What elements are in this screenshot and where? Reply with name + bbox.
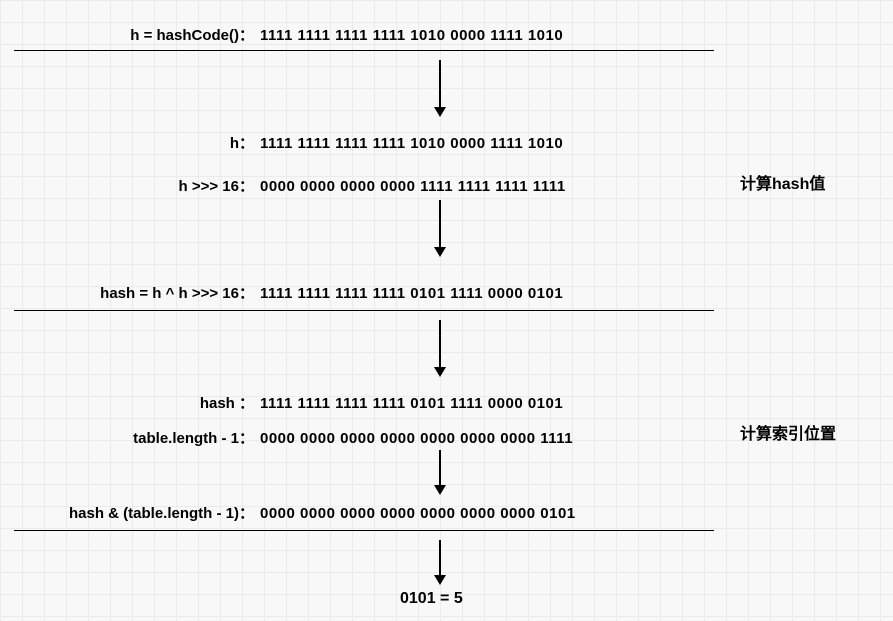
label-hshift: h >>> 16： (0, 175, 260, 196)
annotation-index-calc: 计算索引位置 (740, 420, 836, 444)
row-hshift: h >>> 16： 0000 0000 0000 0000 1111 1111 … (0, 175, 700, 196)
label-tablelen: table.length - 1： (0, 427, 260, 448)
row-hashcode: h = hashCode()： 1111 1111 1111 1111 1010… (0, 24, 700, 45)
label-hash-xor: hash = h ^ h >>> 16： (0, 282, 260, 303)
label-hash: hash ： (0, 392, 260, 413)
row-tablelen: table.length - 1： 0000 0000 0000 0000 00… (0, 427, 700, 448)
arrow-2 (430, 200, 450, 257)
row-h: h： 1111 1111 1111 1111 1010 0000 1111 10… (0, 132, 700, 153)
value-hshift: 0000 0000 0000 0000 1111 1111 1111 1111 (260, 178, 566, 195)
value-hashcode: 1111 1111 1111 1111 1010 0000 1111 1010 (260, 27, 563, 44)
arrow-4 (430, 450, 450, 495)
label-hash-and: hash & (table.length - 1)： (0, 502, 260, 523)
value-hash: 1111 1111 1111 1111 0101 1111 0000 0101 (260, 395, 563, 412)
arrow-3 (430, 320, 450, 377)
hr-3 (14, 530, 714, 531)
arrow-1 (430, 60, 450, 117)
value-h: 1111 1111 1111 1111 1010 0000 1111 1010 (260, 135, 563, 152)
hr-2 (14, 310, 714, 311)
result-text: 0101 = 5 (400, 590, 463, 608)
label-h: h： (0, 132, 260, 153)
value-hash-xor: 1111 1111 1111 1111 0101 1111 0000 0101 (260, 285, 563, 302)
label-hashcode: h = hashCode()： (0, 24, 260, 45)
row-hash: hash ： 1111 1111 1111 1111 0101 1111 000… (0, 392, 700, 413)
row-hash-and: hash & (table.length - 1)： 0000 0000 000… (0, 502, 700, 523)
hr-1 (14, 50, 714, 51)
arrow-5 (430, 540, 450, 585)
value-tablelen: 0000 0000 0000 0000 0000 0000 0000 1111 (260, 430, 573, 447)
annotation-hash-calc: 计算hash值 (740, 170, 825, 194)
value-hash-and: 0000 0000 0000 0000 0000 0000 0000 0101 (260, 505, 576, 522)
row-hash-xor: hash = h ^ h >>> 16： 1111 1111 1111 1111… (0, 282, 700, 303)
